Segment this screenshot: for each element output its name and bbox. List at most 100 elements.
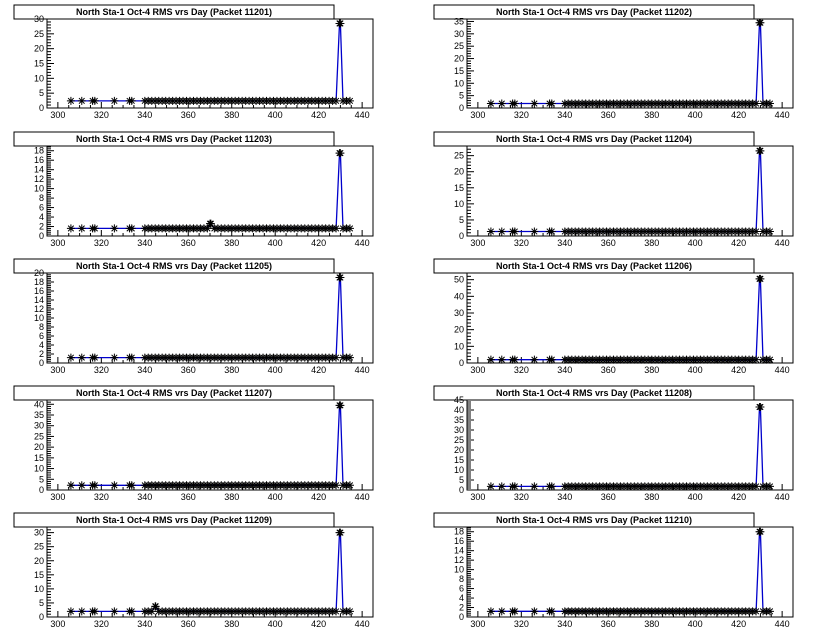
x-tick-label: 400 bbox=[268, 619, 283, 629]
y-tick-label: 8 bbox=[39, 322, 44, 332]
x-tick-label: 400 bbox=[688, 110, 703, 120]
y-tick-label: 4 bbox=[459, 593, 464, 603]
y-tick-label: 0 bbox=[39, 103, 44, 113]
x-tick-label: 420 bbox=[731, 110, 746, 120]
data-point bbox=[345, 224, 354, 233]
y-tick-label: 50 bbox=[454, 275, 464, 285]
y-tick-label: 0 bbox=[39, 231, 44, 241]
x-tick-label: 440 bbox=[355, 619, 370, 629]
y-tick-label: 10 bbox=[454, 565, 464, 575]
data-point bbox=[486, 99, 495, 108]
y-tick-label: 18 bbox=[34, 277, 44, 287]
spike-point bbox=[336, 273, 345, 282]
data-point bbox=[497, 227, 506, 236]
x-tick-label: 400 bbox=[688, 619, 703, 629]
x-tick-label: 300 bbox=[470, 492, 485, 502]
y-tick-label: 30 bbox=[454, 425, 464, 435]
chart-title: North Sta-1 Oct-4 RMS vrs Day (Packet 11… bbox=[76, 7, 272, 17]
x-tick-label: 340 bbox=[557, 492, 572, 502]
y-tick-label: 12 bbox=[34, 304, 44, 314]
x-tick-label: 340 bbox=[137, 619, 152, 629]
data-point bbox=[497, 99, 506, 108]
x-tick-label: 320 bbox=[94, 110, 109, 120]
data-point bbox=[77, 607, 86, 616]
y-tick-label: 25 bbox=[454, 435, 464, 445]
data-point bbox=[765, 99, 774, 108]
x-tick-label: 320 bbox=[514, 619, 529, 629]
data-point bbox=[486, 607, 495, 616]
x-tick-label: 380 bbox=[224, 238, 239, 248]
x-tick-label: 340 bbox=[557, 619, 572, 629]
y-tick-label: 6 bbox=[459, 584, 464, 594]
plot-frame bbox=[466, 272, 794, 364]
data-point bbox=[127, 224, 136, 233]
series-line bbox=[70, 531, 350, 613]
y-tick-label: 20 bbox=[34, 44, 44, 54]
y-tick-label: 5 bbox=[459, 475, 464, 485]
chart-panel: North Sta-1 Oct-4 RMS vrs Day (Packet 11… bbox=[433, 258, 794, 375]
y-tick-label: 20 bbox=[34, 556, 44, 566]
x-tick-label: 360 bbox=[601, 110, 616, 120]
y-tick-label: 16 bbox=[34, 155, 44, 165]
y-tick-label: 25 bbox=[454, 41, 464, 51]
y-tick-label: 2 bbox=[459, 603, 464, 613]
y-tick-label: 15 bbox=[34, 453, 44, 463]
y-tick-label: 45 bbox=[454, 395, 464, 405]
x-tick-label: 320 bbox=[94, 619, 109, 629]
x-tick-label: 420 bbox=[731, 619, 746, 629]
data-point bbox=[90, 353, 99, 362]
x-tick-label: 380 bbox=[644, 619, 659, 629]
y-tick-label: 10 bbox=[34, 584, 44, 594]
y-tick-label: 10 bbox=[454, 341, 464, 351]
y-tick-label: 20 bbox=[454, 167, 464, 177]
data-point bbox=[345, 481, 354, 490]
x-tick-label: 320 bbox=[94, 365, 109, 375]
x-tick-label: 420 bbox=[311, 492, 326, 502]
data-point bbox=[547, 99, 556, 108]
x-tick-label: 360 bbox=[601, 619, 616, 629]
plot-frame bbox=[46, 526, 374, 618]
x-tick-label: 340 bbox=[557, 238, 572, 248]
x-tick-label: 440 bbox=[775, 619, 790, 629]
x-tick-label: 360 bbox=[601, 492, 616, 502]
y-tick-label: 14 bbox=[34, 165, 44, 175]
chart-panel: North Sta-1 Oct-4 RMS vrs Day (Packet 11… bbox=[13, 258, 374, 375]
data-point bbox=[547, 227, 556, 236]
y-tick-label: 25 bbox=[34, 431, 44, 441]
data-point bbox=[90, 224, 99, 233]
data-point bbox=[486, 355, 495, 364]
x-tick-label: 380 bbox=[224, 365, 239, 375]
data-point bbox=[547, 355, 556, 364]
x-tick-label: 300 bbox=[50, 238, 65, 248]
data-point bbox=[497, 607, 506, 616]
y-tick-label: 20 bbox=[34, 268, 44, 278]
y-tick-label: 35 bbox=[454, 16, 464, 26]
x-tick-label: 320 bbox=[514, 492, 529, 502]
x-tick-label: 300 bbox=[50, 110, 65, 120]
chart-panel: North Sta-1 Oct-4 RMS vrs Day (Packet 11… bbox=[13, 385, 374, 502]
y-tick-label: 30 bbox=[454, 29, 464, 39]
x-tick-label: 300 bbox=[50, 492, 65, 502]
y-tick-label: 5 bbox=[459, 215, 464, 225]
y-tick-label: 0 bbox=[459, 485, 464, 495]
data-point bbox=[127, 96, 136, 105]
x-tick-label: 440 bbox=[355, 365, 370, 375]
chart-panel: North Sta-1 Oct-4 RMS vrs Day (Packet 11… bbox=[433, 385, 794, 502]
spike-point bbox=[336, 19, 345, 28]
x-tick-label: 300 bbox=[470, 619, 485, 629]
x-tick-label: 380 bbox=[224, 492, 239, 502]
data-point bbox=[77, 353, 86, 362]
y-tick-label: 10 bbox=[454, 465, 464, 475]
spike-point bbox=[336, 149, 345, 158]
data-point bbox=[765, 482, 774, 491]
x-tick-label: 320 bbox=[94, 492, 109, 502]
data-point bbox=[90, 607, 99, 616]
data-point bbox=[752, 355, 761, 364]
chart-title: North Sta-1 Oct-4 RMS vrs Day (Packet 11… bbox=[496, 134, 692, 144]
x-tick-label: 400 bbox=[268, 365, 283, 375]
x-tick-label: 440 bbox=[355, 110, 370, 120]
x-tick-label: 440 bbox=[355, 238, 370, 248]
data-point bbox=[77, 481, 86, 490]
data-point bbox=[510, 482, 519, 491]
spike-point bbox=[756, 18, 765, 27]
